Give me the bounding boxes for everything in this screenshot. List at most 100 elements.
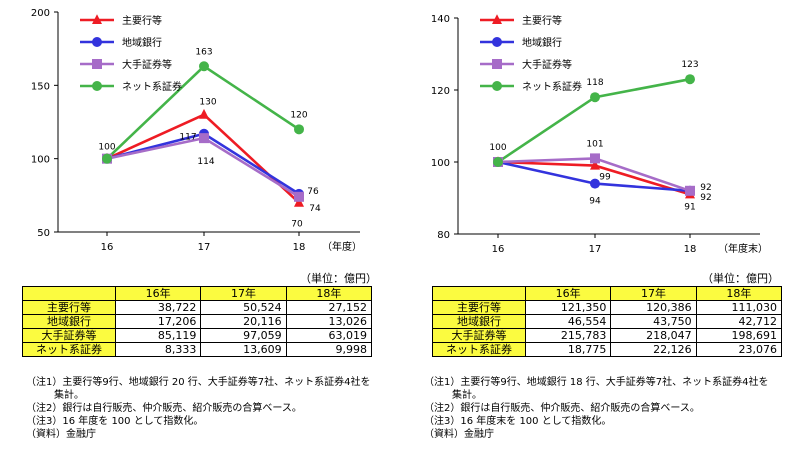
table-cell: 215,783 [524,328,612,343]
footnote: （注2）銀行は自行販売、仲介販売、紹介販売の合算ベース。 [424,403,700,414]
footnote: （注1）主要行等9行、地域銀行 20 行、大手証券等7社、ネット系証券4社を [26,377,371,388]
column-header: 17年 [200,286,287,301]
footnote: （注2）銀行は自行販売、仲介販売、紹介販売の合算ベース。 [26,403,302,414]
x-tick-label: 17 [198,242,211,253]
column-header: 17年 [610,286,697,301]
legend-label: 大手証券等 [522,58,572,71]
x-tick-label: 18 [293,242,306,253]
footnotes: （注1）主要行等9行、地域銀行 18 行、大手証券等7社、ネット系証券4社を 集… [424,376,769,441]
data-label: 120 [290,110,307,120]
table-corner-cell [22,286,116,301]
table-cell: 38,722 [114,300,202,315]
table-cell: 111,030 [695,300,783,315]
table-row: 地域銀行 46,554 43,750 42,712 [432,314,783,329]
right-panel: 80 100 120 140 16 17 18 （年度末） 99 91 94 92 101 92 100 11… [400,0,800,460]
square-marker [590,153,600,164]
footnote: （注3）16 年度を 100 として指数化。 [26,416,204,427]
y-tick-label: 150 [31,81,50,92]
data-label: 100 [489,143,506,153]
data-label: 130 [199,98,216,108]
table-row: 主要行等 38,722 50,524 27,152 [22,300,373,315]
legend-label: 地域銀行 [122,36,162,49]
legend-label: 地域銀行 [522,36,562,49]
footnote: 集計。 [452,390,482,401]
circle-marker [492,81,502,91]
table-row: ネット系証券 8,333 13,609 9,998 [22,342,373,357]
table-cell: 22,126 [610,342,697,357]
table-cell: 198,691 [695,328,783,343]
data-label: 76 [307,187,319,197]
square-marker [92,59,102,69]
table-cell: 13,026 [285,314,373,329]
x-axis-label: （年度末） [718,242,768,255]
data-label: 100 [98,143,115,153]
data-label: 101 [586,139,603,149]
unit-label: （単位：億円） [702,272,779,285]
triangle-marker [294,196,304,207]
circle-marker [92,37,102,47]
legend-label: 大手証券等 [122,58,172,71]
column-header: 16年 [524,286,612,301]
x-axis-label: （年度） [322,240,362,253]
circle-marker [590,178,600,189]
circle-marker [685,74,695,85]
row-label: 地域銀行 [432,314,526,329]
x-tick-label: 17 [589,244,602,255]
row-label: ネット系証券 [22,342,116,357]
table-cell: 85,119 [114,328,202,343]
table-cell: 27,152 [285,300,373,315]
triangle-marker [590,159,600,170]
data-table-sales: 16年 17年 18年 主要行等 38,722 50,524 27,152 地域… [22,286,373,357]
table-cell: 13,609 [200,342,287,357]
circle-marker [199,61,209,72]
footnote: （資料）金融庁 [424,429,494,440]
x-tick-label: 18 [684,244,697,255]
table-cell: 9,998 [285,342,373,357]
table-row: 地域銀行 17,206 20,116 13,026 [22,314,373,329]
triangle-marker [492,14,502,25]
table-cell: 17,206 [114,314,202,329]
table-cell: 120,386 [610,300,697,315]
column-header: 18年 [695,286,783,301]
data-label: 123 [681,60,698,70]
triangle-marker [92,14,102,25]
table-cell: 121,350 [524,300,612,315]
y-tick-label: 200 [31,8,50,19]
row-label: 地域銀行 [22,314,116,329]
table-cell: 43,750 [610,314,697,329]
unit-label: （単位：億円） [300,272,377,285]
data-label: 91 [684,202,695,212]
table-row: 大手証券等 85,119 97,059 63,019 [22,328,373,343]
table-header-row: 16年 17年 18年 [432,286,783,301]
table-cell: 218,047 [610,328,697,343]
line-chart-sales: 50 100 150 200 16 17 18 （年度） 130 70 117 76 114 74 100 1… [31,8,362,253]
left-panel: 50 100 150 200 16 17 18 （年度） 130 70 117 76 114 74 100 1… [22,8,377,440]
row-label: 大手証券等 [22,328,116,343]
footnote: （注1）主要行等9行、地域銀行 18 行、大手証券等7社、ネット系証券4社を [424,377,769,388]
legend-label: 主要行等 [522,14,562,27]
row-label: ネット系証券 [432,342,526,357]
table-row: ネット系証券 18,775 22,126 23,076 [432,342,783,357]
legend-label: 主要行等 [122,14,162,27]
table-cell: 8,333 [114,342,202,357]
triangle-marker [199,108,209,119]
line-chart-balance: 80 100 120 140 16 17 18 （年度末） 99 91 94 92 101 92 100 11… [431,14,768,255]
x-tick-label: 16 [492,244,505,255]
data-label: 92 [700,193,711,203]
data-label: 74 [309,204,321,214]
y-tick-label: 50 [37,228,50,239]
table-cell: 42,712 [695,314,783,329]
circle-marker [102,153,112,164]
circle-marker [92,81,102,91]
legend-label: ネット系証券 [522,80,582,93]
y-tick-label: 120 [431,86,450,97]
table-cell: 46,554 [524,314,612,329]
table-cell: 63,019 [285,328,373,343]
table-header-row: 16年 17年 18年 [22,286,373,301]
row-label: 大手証券等 [432,328,526,343]
data-label: 114 [197,157,214,167]
data-label: 163 [195,47,212,57]
table-row: 主要行等 121,350 120,386 111,030 [432,300,783,315]
column-header: 18年 [285,286,373,301]
table-corner-cell [432,286,526,301]
